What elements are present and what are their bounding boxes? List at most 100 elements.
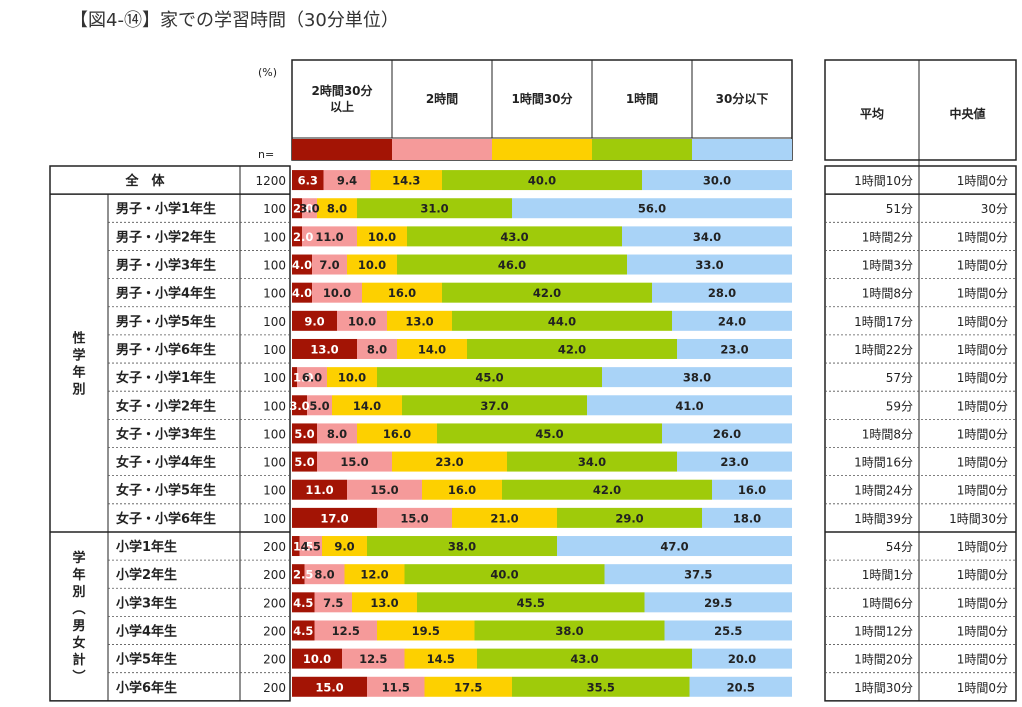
bar-value-label: 10.0	[338, 371, 366, 385]
bar-segment	[512, 198, 792, 219]
bar-value-label: 23.0	[435, 455, 463, 469]
bar-value-label: 42.0	[593, 483, 621, 497]
legend-swatch	[492, 139, 592, 160]
row-n: 100	[263, 456, 286, 470]
bar-segment	[644, 592, 792, 613]
bar-value-label: 12.5	[332, 624, 360, 638]
row-n: 100	[263, 230, 286, 244]
row-mean: 1時間6分	[862, 596, 913, 610]
bar-segment	[642, 170, 792, 191]
bar-segment	[467, 338, 677, 359]
bar-value-label: 2.0	[293, 230, 313, 244]
bar-value-label: 15.0	[315, 680, 343, 694]
row-label: 全 体	[124, 173, 165, 189]
bar-value-label: 4.0	[292, 258, 312, 272]
bar-value-label: 46.0	[498, 258, 526, 272]
bar-value-label: 17.0	[320, 511, 348, 525]
legend-swatch	[592, 139, 692, 160]
bar-segment	[422, 479, 502, 500]
bar-value-label: 14.5	[427, 652, 455, 666]
bar-value-label: 12.0	[360, 568, 388, 582]
bar-segment	[292, 170, 324, 191]
bar-segment	[292, 395, 307, 416]
bar-segment	[474, 620, 665, 641]
row-median: 1時間0分	[957, 315, 1008, 329]
bar-segment	[689, 676, 792, 697]
row-median: 1時間0分	[957, 371, 1008, 385]
bar-value-label: 14.0	[353, 399, 381, 413]
bar-segment	[362, 282, 442, 303]
row-mean: 57分	[886, 371, 913, 385]
bar-value-label: 2.5	[293, 568, 313, 582]
row-mean: 1時間3分	[862, 259, 913, 273]
bar-segment	[292, 648, 342, 669]
bar-segment	[347, 479, 422, 500]
row-mean: 1時間39分	[854, 512, 913, 526]
row-n: 100	[263, 202, 286, 216]
bar-value-label: 15.0	[340, 455, 368, 469]
row-mean: 1時間2分	[862, 230, 913, 244]
bar-segment	[662, 423, 792, 444]
row-label: 女子・小学2年生	[116, 398, 216, 414]
bar-value-label: 10.0	[348, 314, 376, 328]
bar-segment	[292, 310, 337, 331]
bar-segment	[652, 282, 792, 303]
bar-segment	[314, 592, 352, 613]
bar-value-label: 23.0	[720, 455, 748, 469]
bar-value-label: 5.0	[309, 399, 329, 413]
bar-value-label: 40.0	[528, 174, 556, 188]
row-label: 小学5年生	[116, 652, 177, 668]
row-mean: 1時間24分	[854, 484, 913, 498]
row-median: 1時間0分	[957, 259, 1008, 273]
row-mean: 1時間12分	[854, 624, 913, 638]
row-n: 200	[263, 540, 286, 554]
row-median: 1時間0分	[957, 624, 1008, 638]
bar-value-label: 17.5	[454, 680, 482, 694]
bar-segment	[292, 536, 300, 557]
bar-value-label: 13.0	[405, 314, 433, 328]
row-mean: 1時間1分	[862, 568, 913, 582]
bar-value-label: 45.0	[535, 427, 563, 441]
bar-segment	[377, 507, 452, 528]
bar-segment	[677, 338, 792, 359]
bar-segment	[357, 338, 397, 359]
row-median: 1時間0分	[957, 568, 1008, 582]
bar-segment	[307, 395, 332, 416]
bar-segment	[442, 282, 652, 303]
bar-segment	[452, 310, 672, 331]
bar-segment	[357, 226, 407, 247]
bar-value-label: 29.0	[615, 511, 643, 525]
group-label: ︶	[71, 669, 85, 685]
bar-value-label: 41.0	[675, 399, 703, 413]
stat-header-mean: 平均	[860, 106, 884, 121]
row-n: 100	[263, 371, 286, 385]
bar-value-label: 11.0	[315, 230, 343, 244]
row-mean: 1時間30分	[854, 681, 913, 695]
bar-segment	[404, 648, 477, 669]
bar-value-label: 9.4	[337, 174, 357, 188]
bar-value-label: 5.0	[294, 427, 314, 441]
row-mean: 1時間8分	[862, 287, 913, 301]
bar-segment	[357, 198, 512, 219]
bar-segment	[417, 592, 645, 613]
bar-segment	[407, 226, 622, 247]
bar-segment	[397, 254, 627, 275]
group-label: 性	[72, 331, 85, 347]
bar-value-label: 42.0	[558, 342, 586, 356]
stats-header-box	[824, 59, 1017, 161]
legend-label: 2時間30分	[311, 83, 372, 98]
bar-segment	[602, 367, 792, 388]
row-n: 100	[263, 343, 286, 357]
bar-segment	[367, 536, 557, 557]
group-label: 男	[72, 619, 85, 634]
row-label: 男子・小学1年生	[116, 201, 216, 217]
bar-segment	[317, 451, 392, 472]
row-label: 男子・小学4年生	[116, 286, 216, 302]
bar-value-label: 15.0	[400, 511, 428, 525]
bar-value-label: 4.5	[293, 596, 313, 610]
bar-value-label: 43.0	[570, 652, 598, 666]
bar-segment	[712, 479, 792, 500]
row-label: 小学4年生	[116, 623, 177, 639]
bar-value-label: 8.0	[327, 427, 347, 441]
